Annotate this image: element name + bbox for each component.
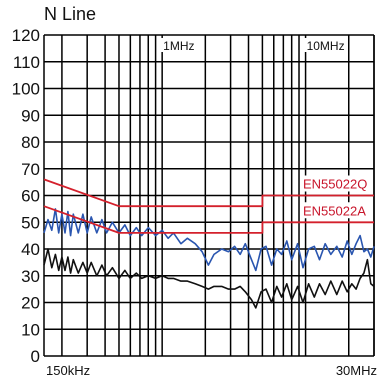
limit-label-bg-EN55022Q <box>300 175 370 192</box>
x-tick-1MHz: 1MHz <box>163 39 194 53</box>
y-tick-30: 30 <box>21 267 40 286</box>
y-tick-50: 50 <box>21 213 40 232</box>
y-tick-40: 40 <box>21 240 40 259</box>
series-EN55022Q <box>43 178 374 208</box>
x-tick-30MHz: 30MHz <box>336 363 377 378</box>
series-measurement-1 <box>43 248 375 309</box>
chart-title: N Line <box>44 4 96 24</box>
series-EN55022A <box>43 205 374 234</box>
y-tick-120: 120 <box>12 26 40 45</box>
y-tick-100: 100 <box>12 80 40 99</box>
limit-label-bg-EN55022A <box>300 202 370 219</box>
y-tick-90: 90 <box>21 106 40 125</box>
y-tick-110: 110 <box>13 53 40 72</box>
y-tick-20: 20 <box>21 294 40 313</box>
series-group <box>43 178 375 309</box>
limit-labels: EN55022Q EN55022A <box>300 175 370 219</box>
limit-label-EN55022A: EN55022A <box>303 203 366 218</box>
y-tick-80: 80 <box>21 133 40 152</box>
y-tick-10: 10 <box>21 320 40 339</box>
y-tick-70: 70 <box>21 160 40 179</box>
x-tick-bg-1MHz <box>160 38 195 52</box>
x-tick-bg-10MHz <box>303 38 346 52</box>
x-axis-labels: 150kHz 1MHz 10MHz 30MHz <box>46 38 377 378</box>
limit-label-EN55022Q: EN55022Q <box>303 177 367 192</box>
x-tick-150kHz: 150kHz <box>46 363 90 378</box>
y-tick-60: 60 <box>21 187 40 206</box>
x-tick-10MHz: 10MHz <box>307 39 345 53</box>
y-tick-0: 0 <box>31 347 40 366</box>
y-axis-labels: 0 10 20 30 40 50 60 70 80 90 100 110 120 <box>12 26 40 366</box>
